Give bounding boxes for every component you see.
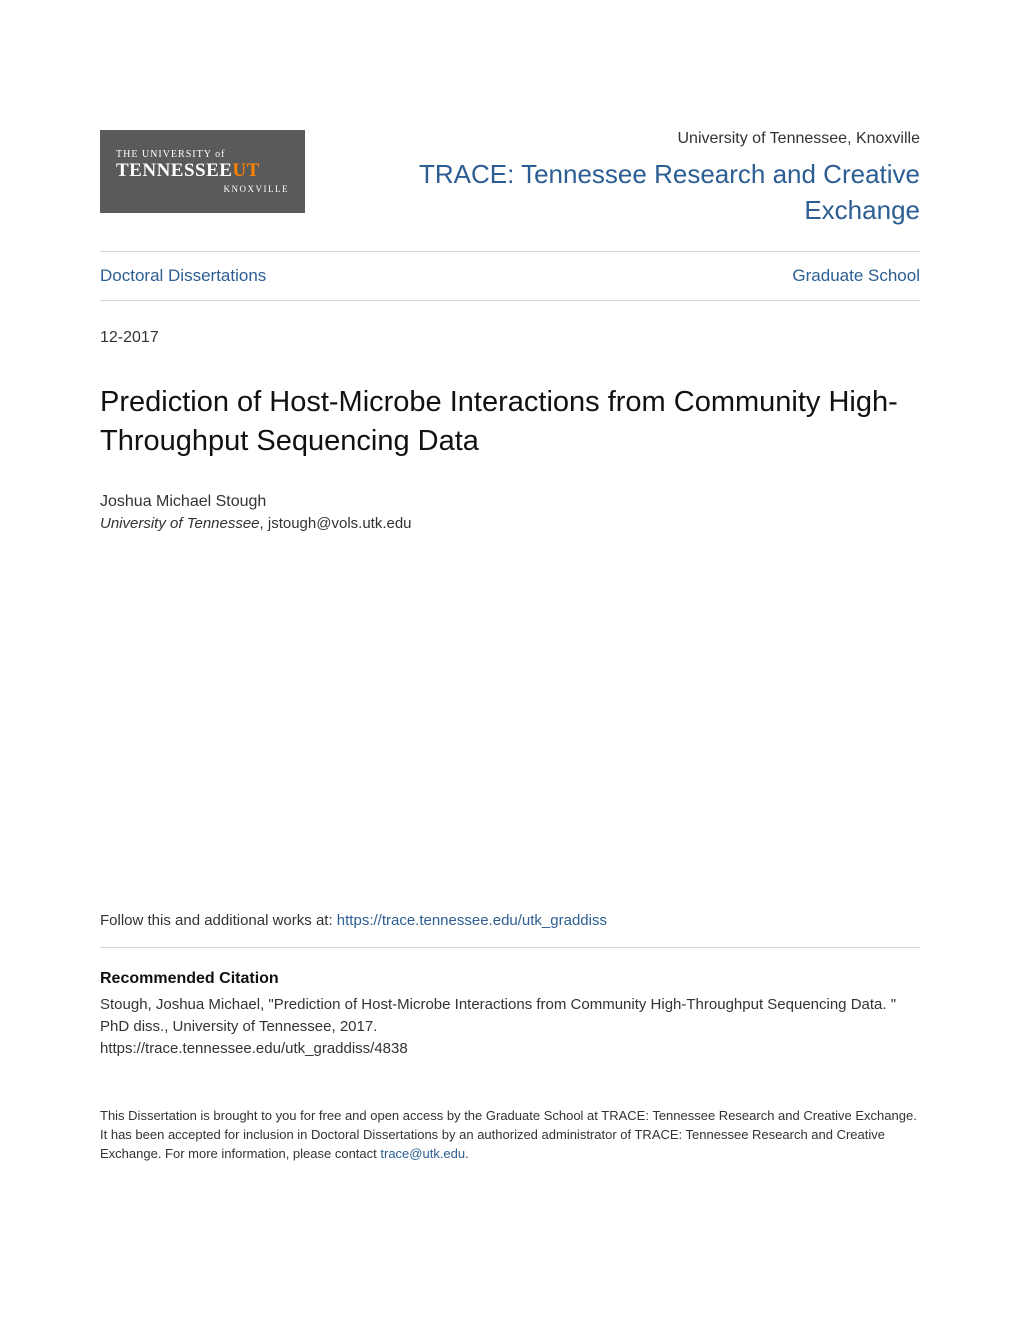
author-affiliation: University of Tennessee, jstough@vols.ut…	[100, 515, 920, 532]
repository-name-link[interactable]: TRACE: Tennessee Research and Creative E…	[419, 159, 920, 225]
logo-line-1: THE UNIVERSITY of	[116, 149, 289, 160]
institution-name: University of Tennessee, Knoxville	[325, 130, 920, 148]
publication-date: 12-2017	[100, 329, 920, 347]
author-email: jstough@vols.utk.edu	[268, 515, 412, 532]
logo-line-3: KNOXVILLE	[116, 184, 289, 194]
author-email-separator: ,	[260, 515, 268, 532]
citation-body: Stough, Joshua Michael, "Prediction of H…	[100, 994, 920, 1059]
logo-ut-accent: UT	[232, 160, 259, 181]
breadcrumb-nav: Doctoral Dissertations Graduate School	[100, 251, 920, 301]
citation-text: Stough, Joshua Michael, "Prediction of H…	[100, 996, 896, 1035]
contact-email-link[interactable]: trace@utk.edu	[380, 1146, 465, 1161]
disclaimer-text: This Dissertation is brought to you for …	[100, 1108, 917, 1161]
citation-url: https://trace.tennessee.edu/utk_graddiss…	[100, 1040, 408, 1057]
header-text-block: University of Tennessee, Knoxville TRACE…	[325, 130, 920, 229]
follow-prefix: Follow this and additional works at:	[100, 912, 337, 929]
disclaimer-suffix: .	[465, 1146, 469, 1161]
access-disclaimer: This Dissertation is brought to you for …	[100, 1107, 920, 1164]
follow-works-line: Follow this and additional works at: htt…	[100, 912, 920, 948]
logo-line-2: TENNESSEEUT	[116, 160, 289, 182]
school-link[interactable]: Graduate School	[792, 266, 920, 286]
collection-url-link[interactable]: https://trace.tennessee.edu/utk_graddiss	[337, 912, 607, 929]
affiliation-text: University of Tennessee	[100, 515, 260, 532]
university-logo[interactable]: THE UNIVERSITY of TENNESSEEUT KNOXVILLE	[100, 130, 305, 213]
page-header: THE UNIVERSITY of TENNESSEEUT KNOXVILLE …	[100, 0, 920, 229]
author-name: Joshua Michael Stough	[100, 493, 920, 511]
collection-link[interactable]: Doctoral Dissertations	[100, 266, 266, 286]
logo-tennessee: TENNESSEE	[116, 160, 232, 181]
citation-heading: Recommended Citation	[100, 970, 920, 988]
document-title: Prediction of Host-Microbe Interactions …	[100, 383, 920, 461]
